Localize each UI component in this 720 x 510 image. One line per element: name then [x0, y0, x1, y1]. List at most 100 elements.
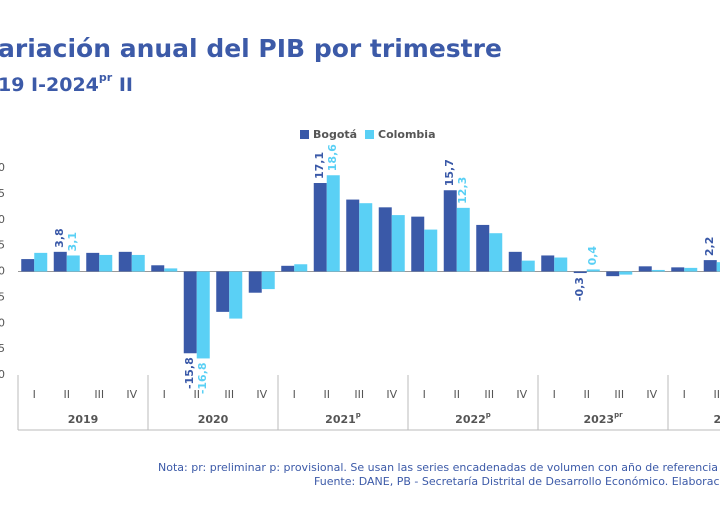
bar — [313, 183, 327, 272]
value-label: -15,8 — [183, 357, 196, 389]
x-tick-label: III — [484, 388, 494, 401]
bar — [164, 268, 178, 272]
group-label: 2024pr — [713, 411, 720, 426]
y-tick-label: -5 — [0, 290, 5, 303]
subtitle-main: 19 I-2024 — [0, 74, 99, 96]
group-label: 2020 — [198, 413, 229, 426]
value-label: 0,4 — [586, 246, 599, 266]
group-label: 2023pr — [583, 411, 623, 426]
bar — [638, 266, 652, 272]
bar — [34, 252, 48, 272]
bar — [294, 264, 308, 272]
group-year: 2020 — [198, 413, 229, 426]
bar — [489, 233, 503, 272]
legend-swatch — [365, 130, 374, 139]
bar — [521, 260, 535, 272]
bar — [671, 267, 685, 272]
group-year: 2023 — [583, 413, 614, 426]
group-year: 2022 — [455, 413, 486, 426]
value-label: 17,1 — [313, 152, 326, 179]
x-tick-label: I — [293, 388, 296, 401]
bar — [573, 271, 587, 274]
bar — [151, 265, 165, 272]
bar — [703, 260, 717, 272]
x-tick-label: III — [94, 388, 104, 401]
x-tick-label: II — [324, 388, 331, 401]
x-tick-label: II — [584, 388, 591, 401]
bar — [443, 190, 457, 272]
x-tick-label: II — [454, 388, 461, 401]
bar — [378, 207, 392, 272]
bar — [476, 224, 490, 272]
x-tick-label: II — [714, 388, 720, 401]
group-sup: p — [486, 411, 491, 419]
x-tick-label: IV — [646, 388, 657, 401]
bar — [183, 271, 197, 354]
value-label: 15,7 — [443, 159, 456, 186]
x-tick-label: III — [614, 388, 624, 401]
bar — [248, 271, 262, 293]
value-label: -16,8 — [196, 362, 209, 394]
bar — [66, 255, 80, 272]
legend-swatch — [300, 130, 309, 139]
value-label: 3,8 — [53, 228, 66, 248]
bar — [21, 259, 35, 272]
legend-label: Colombia — [378, 128, 436, 141]
x-tick-label: II — [64, 388, 71, 401]
value-label: 2,2 — [703, 237, 716, 257]
bar — [619, 271, 633, 275]
group-year: 2019 — [68, 413, 99, 426]
group-sup: p — [356, 411, 361, 419]
bar — [684, 267, 698, 272]
x-tick-label: I — [683, 388, 686, 401]
bar — [411, 216, 425, 272]
y-tick-label: 15 — [0, 187, 5, 200]
bar — [99, 254, 113, 272]
y-tick-label: 0 — [0, 265, 5, 278]
bar — [131, 254, 145, 272]
chart-subtitle: 19 I-2024pr II — [0, 71, 133, 96]
x-tick-label: III — [354, 388, 364, 401]
bar — [216, 271, 230, 312]
bar — [716, 262, 720, 272]
x-tick-label: I — [423, 388, 426, 401]
y-tick-label: -20 — [0, 368, 5, 381]
value-label: 12,3 — [456, 177, 469, 204]
bar — [456, 207, 470, 272]
group-label: 2022p — [455, 411, 491, 426]
group-year: 2024 — [713, 413, 720, 426]
bar — [86, 252, 100, 272]
x-tick-label: II — [194, 388, 201, 401]
value-label: -0,3 — [573, 277, 586, 301]
bar — [281, 265, 295, 272]
bar — [541, 255, 555, 272]
x-tick-label: IV — [256, 388, 267, 401]
bar — [586, 269, 600, 272]
x-tick-label: I — [33, 388, 36, 401]
bar — [424, 229, 438, 272]
value-label: 18,6 — [326, 144, 339, 171]
bar — [554, 257, 568, 272]
group-year: 2021 — [325, 413, 356, 426]
x-tick-label: IV — [126, 388, 137, 401]
subtitle-sup: pr — [99, 71, 113, 84]
group-label: 2021p — [325, 411, 361, 426]
bar — [346, 199, 360, 272]
bar — [651, 269, 665, 272]
bar — [118, 251, 132, 272]
bar — [606, 271, 620, 277]
note: Nota: pr: preliminar p: provisional. Se … — [158, 461, 720, 474]
note: Fuente: DANE, PB - Secretaría Distrital … — [314, 475, 720, 488]
x-tick-label: I — [163, 388, 166, 401]
value-label: 3,1 — [66, 232, 79, 252]
x-tick-label: IV — [386, 388, 397, 401]
x-tick-label: IV — [516, 388, 527, 401]
subtitle-end: II — [112, 74, 133, 96]
x-tick-label: III — [224, 388, 234, 401]
y-tick-label: 20 — [0, 161, 5, 174]
bar — [508, 251, 522, 272]
bar — [53, 251, 67, 272]
legend-label: Bogotá — [313, 128, 357, 141]
bar — [391, 215, 405, 272]
